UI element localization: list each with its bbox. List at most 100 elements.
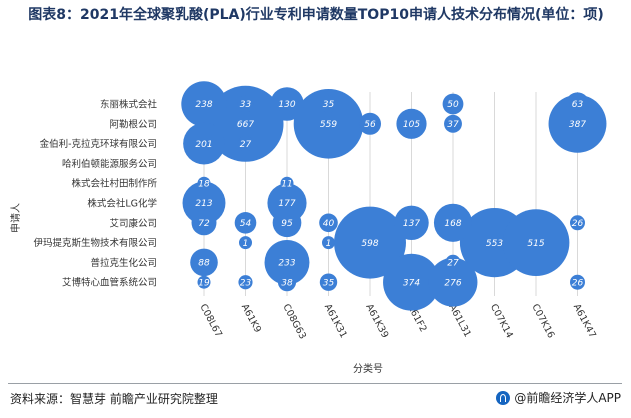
y-tick-label: 艾司康公司 [109, 217, 157, 229]
bubble-value-label: 40 [323, 219, 335, 229]
bubble [570, 215, 585, 231]
bubble-value-label: 23 [240, 278, 252, 288]
y-tick-label: 株式会社村田制作所 [71, 178, 157, 190]
bubble-value-label: 19 [198, 278, 210, 288]
bubble [394, 205, 429, 241]
bubble-value-label: 374 [403, 278, 420, 288]
bubble-value-label: 168 [444, 219, 461, 229]
bubble [358, 112, 382, 135]
bubble-value-label: 667 [237, 120, 254, 130]
bubble-value-label: 18 [198, 179, 210, 189]
bubble-value-label: 201 [195, 140, 212, 150]
bubble-value-label: 276 [444, 278, 461, 288]
bubble-value-label: 26 [572, 278, 584, 288]
bubble [239, 236, 252, 250]
bubble [264, 239, 310, 285]
bubble [570, 274, 585, 290]
x-tick-label: C08L67 [197, 302, 224, 339]
bubble-value-label: 38 [281, 278, 293, 288]
bubble [565, 92, 590, 116]
bubble [234, 211, 257, 234]
bubble [319, 273, 338, 291]
bubble-value-label: 1 [243, 239, 249, 249]
brand-text: @前瞻经济学人APP [514, 391, 621, 405]
bubble-value-label: 177 [278, 199, 295, 209]
bubble-value-label: 26 [572, 219, 584, 229]
bubble [238, 275, 253, 290]
bubble [237, 95, 254, 113]
x-tick-label: C07K14 [488, 302, 515, 340]
x-tick-label: A61L31 [446, 302, 473, 339]
bubble-value-label: 33 [240, 100, 252, 110]
y-tick-label: 株式会社LG化学 [87, 198, 157, 210]
footer-divider [8, 383, 622, 384]
bubble-value-label: 11 [281, 179, 292, 189]
bubble [237, 135, 254, 152]
bubble-value-label: 233 [278, 259, 295, 269]
x-axis-tick-labels: C08L67 A61K9 C08G63 A61K31 A61K39 A61F2 A61L31… [197, 302, 598, 341]
x-axis-title: 分类号 [353, 362, 383, 375]
y-axis-title: 申请人 [9, 203, 22, 233]
bubble [319, 95, 338, 113]
bubble-value-label: 72 [198, 219, 210, 229]
bubble-value-label: 35 [323, 100, 335, 110]
bubble [197, 176, 211, 190]
y-tick-label: 普拉克生化公司 [90, 257, 157, 269]
bubble-value-label: 95 [281, 219, 293, 229]
bubble-value-label: 238 [195, 100, 212, 110]
x-tick-label: C07K16 [529, 302, 556, 340]
bubble-value-label: 387 [569, 120, 586, 130]
bubble [182, 181, 226, 225]
bubble [322, 236, 335, 250]
bubble-value-label: 105 [403, 120, 420, 130]
y-tick-label: 金伯利-克拉克环球有限公司 [40, 138, 157, 150]
chart-title: 图表8：2021年全球聚乳酸(PLA)行业专利申请数量TOP10申请人技术分布情… [28, 7, 604, 23]
bubble-chart: 东丽株式会社阿勒根公司金伯利-克拉克环球有限公司哈利伯顿能源服务公司株式会社村田… [9, 81, 607, 375]
y-tick-label: 艾博特心血管系统公司 [62, 277, 157, 289]
bubble-value-label: 1 [326, 239, 332, 249]
x-tick-label: C08G63 [280, 302, 308, 341]
bubble [433, 203, 473, 242]
bubble-value-label: 27 [240, 140, 252, 150]
bubbles: 667 598 559 553 515 387 374 276 238 233 213 201 177 1… [181, 81, 607, 311]
bubble [334, 206, 406, 279]
bubble-value-label: 88 [198, 259, 210, 269]
bubble [270, 87, 304, 121]
y-tick-label: 阿勒根公司 [109, 118, 157, 130]
bubble [190, 248, 218, 277]
bubble-value-label: 213 [195, 199, 212, 209]
bubble [319, 213, 338, 233]
bubble-value-label: 63 [572, 100, 584, 110]
bubble-value-label: 553 [486, 239, 503, 249]
bubble [444, 114, 462, 133]
bubble-value-label: 50 [447, 100, 459, 110]
y-tick-label: 伊玛提克斯生物技术有限公司 [33, 237, 157, 249]
y-axis-tick-labels: 东丽株式会社阿勒根公司金伯利-克拉克环球有限公司哈利伯顿能源服务公司株式会社村田… [33, 99, 157, 289]
bubble-value-label: 137 [403, 219, 420, 229]
bubble [548, 94, 607, 153]
x-tick-label: A61K39 [363, 302, 390, 340]
brand: @前瞻经济学人APP [496, 389, 621, 406]
source-note: 资料来源：智慧芽 前瞻产业研究院整理 [10, 392, 218, 406]
x-tick-label: A61K31 [322, 302, 349, 340]
bubble [445, 254, 461, 271]
bubble [442, 93, 464, 115]
bubble [502, 209, 570, 276]
bubble [277, 273, 297, 292]
x-tick-label: A61K9 [239, 302, 263, 334]
bubble [293, 89, 364, 159]
x-tick-label: A61K47 [571, 302, 598, 340]
bubble-value-label: 54 [240, 219, 252, 229]
bubble [396, 108, 427, 139]
brand-logo-icon [496, 390, 511, 405]
bubble [272, 208, 302, 238]
bubble [181, 81, 227, 127]
bubble [197, 275, 211, 289]
bubble-value-label: 515 [527, 239, 544, 249]
bubble-value-label: 37 [447, 120, 459, 130]
bubble-value-label: 35 [323, 278, 335, 288]
bubble-value-label: 56 [364, 120, 376, 130]
bubble [383, 253, 440, 311]
bubble-value-label: 130 [278, 100, 295, 110]
bubble [183, 122, 225, 165]
